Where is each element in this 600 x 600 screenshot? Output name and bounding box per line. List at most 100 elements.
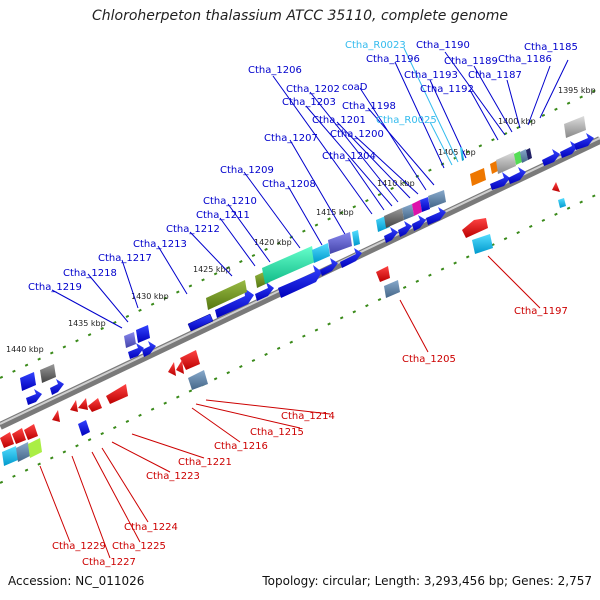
gene-arrow	[78, 420, 90, 436]
gene-arrow	[462, 218, 488, 238]
gene-arrow	[470, 168, 486, 186]
tick-label: 1425 kbp	[193, 265, 231, 274]
gene-arrow	[328, 232, 352, 254]
gene-label[interactable]: Ctha_1219	[28, 282, 82, 293]
gene-arrow	[526, 148, 532, 160]
gene-arrow	[508, 167, 526, 184]
gene-arrow	[50, 379, 64, 395]
gene-label[interactable]: Ctha_1225	[112, 541, 166, 552]
gene-label[interactable]: Ctha_1218	[63, 268, 117, 279]
gene-arrow	[180, 350, 200, 370]
gene-arrow	[558, 198, 566, 208]
gene-arrow	[472, 234, 493, 254]
gene-arrow	[460, 147, 464, 161]
gene-label[interactable]: Ctha_1229	[52, 541, 106, 552]
tick-label: 1395 kbp	[558, 86, 596, 95]
gene-arrow	[320, 258, 338, 276]
gene-label[interactable]: Ctha_1209	[220, 165, 274, 176]
gene-label[interactable]: Ctha_R0025	[376, 115, 437, 126]
reverse-tick-track	[0, 192, 600, 484]
gene-arrow	[176, 360, 184, 374]
gene-label[interactable]: Ctha_1217	[98, 253, 152, 264]
gene-arrow	[398, 221, 412, 237]
gene-label[interactable]: Ctha_1186	[498, 54, 552, 65]
gene-arrow	[52, 410, 60, 422]
gene-label[interactable]: Ctha_1208	[262, 179, 316, 190]
gene-arrow	[312, 243, 330, 263]
gene-label[interactable]: Ctha_1198	[342, 101, 396, 112]
gene-arrow	[206, 280, 247, 310]
gene-arrow	[40, 364, 56, 383]
forward-tick-track	[0, 87, 600, 379]
gene-label[interactable]: Ctha_1204	[322, 151, 376, 162]
gene-label[interactable]: Ctha_1187	[468, 70, 522, 81]
gene-label[interactable]: Ctha_1212	[166, 224, 220, 235]
gene-label[interactable]: Ctha_1189	[444, 56, 498, 67]
gene-label[interactable]: Ctha_1200	[330, 129, 384, 140]
gene-arrow	[552, 182, 560, 192]
gene-arrow	[88, 398, 102, 412]
forward-genes	[20, 116, 594, 405]
gene-label[interactable]: Ctha_1190	[416, 40, 470, 51]
gene-label[interactable]: Ctha_1211	[196, 210, 250, 221]
gene-label[interactable]: Ctha_1215	[250, 427, 304, 438]
gene-arrow	[352, 230, 360, 246]
gene-label[interactable]: Ctha_1223	[146, 471, 200, 482]
rna-labels: Ctha_R0023 Ctha_R0025	[345, 40, 437, 126]
gene-arrow	[2, 446, 18, 466]
gene-label[interactable]: Ctha_1193	[404, 70, 458, 81]
gene-label[interactable]: Ctha_1202	[286, 84, 340, 95]
genome-summary-text: Topology: circular; Length: 3,293,456 bp…	[262, 574, 592, 588]
gene-arrow	[384, 208, 404, 228]
gene-arrow	[384, 227, 398, 243]
gene-label[interactable]: Ctha_1216	[214, 441, 268, 452]
tick-label: 1405 kbp	[438, 148, 476, 157]
tick-label: 1420 kbp	[254, 238, 292, 247]
gene-label[interactable]: Ctha_1213	[133, 239, 187, 250]
gene-label[interactable]: Ctha_1205	[402, 354, 456, 365]
gene-arrow	[278, 265, 322, 298]
gene-arrow	[340, 248, 362, 268]
map-title: Chloroherpeton thalassium ATCC 35110, co…	[92, 8, 508, 24]
gene-label[interactable]: Ctha_1185	[524, 42, 578, 53]
gene-arrow	[520, 149, 528, 163]
gene-arrow	[142, 341, 156, 357]
gene-arrow	[128, 343, 144, 359]
gene-arrow	[20, 372, 36, 391]
gene-arrow	[412, 200, 422, 216]
gene-arrow	[124, 332, 136, 348]
gene-arrow	[262, 246, 315, 284]
gene-label[interactable]: Ctha_1210	[203, 196, 257, 207]
tick-label: 1430 kbp	[131, 292, 169, 301]
gene-arrow	[428, 190, 446, 208]
gene-arrow	[514, 151, 522, 165]
gene-arrow	[26, 389, 42, 405]
gene-label[interactable]: Ctha_1221	[178, 457, 232, 468]
tick-label: 1400 kbp	[498, 117, 536, 126]
gene-arrow	[24, 424, 38, 440]
tick-label: 1435 kbp	[68, 319, 106, 328]
gene-label[interactable]: Ctha_1192	[420, 84, 474, 95]
forward-labels: Ctha_1185 Ctha_1186 Ctha_1187 Ctha_1189 …	[28, 40, 578, 293]
gene-label[interactable]: Ctha_1206	[248, 65, 302, 76]
gene-label[interactable]: Ctha_1197	[514, 306, 568, 317]
gene-arrow	[70, 400, 78, 412]
gene-arrow	[136, 325, 150, 343]
reverse-genes	[0, 182, 566, 466]
gene-arrow	[255, 282, 274, 301]
gene-label[interactable]: Ctha_R0023	[345, 40, 406, 51]
tick-label: 1415 kbp	[316, 208, 354, 217]
gene-arrow	[426, 207, 446, 225]
gene-arrow	[28, 438, 42, 458]
gene-arrow	[384, 280, 400, 298]
gene-label[interactable]: Ctha_1214	[281, 411, 335, 422]
gene-arrow	[564, 116, 586, 138]
gene-arrow	[574, 133, 594, 150]
gene-label[interactable]: Ctha_1196	[366, 54, 420, 65]
gene-label[interactable]: Ctha_1227	[82, 557, 136, 568]
gene-label[interactable]: coaD	[342, 82, 368, 93]
gene-label[interactable]: Ctha_1203	[282, 97, 336, 108]
gene-label[interactable]: Ctha_1207	[264, 133, 318, 144]
gene-label[interactable]: Ctha_1224	[124, 522, 178, 533]
gene-label[interactable]: Ctha_1201	[312, 115, 366, 126]
